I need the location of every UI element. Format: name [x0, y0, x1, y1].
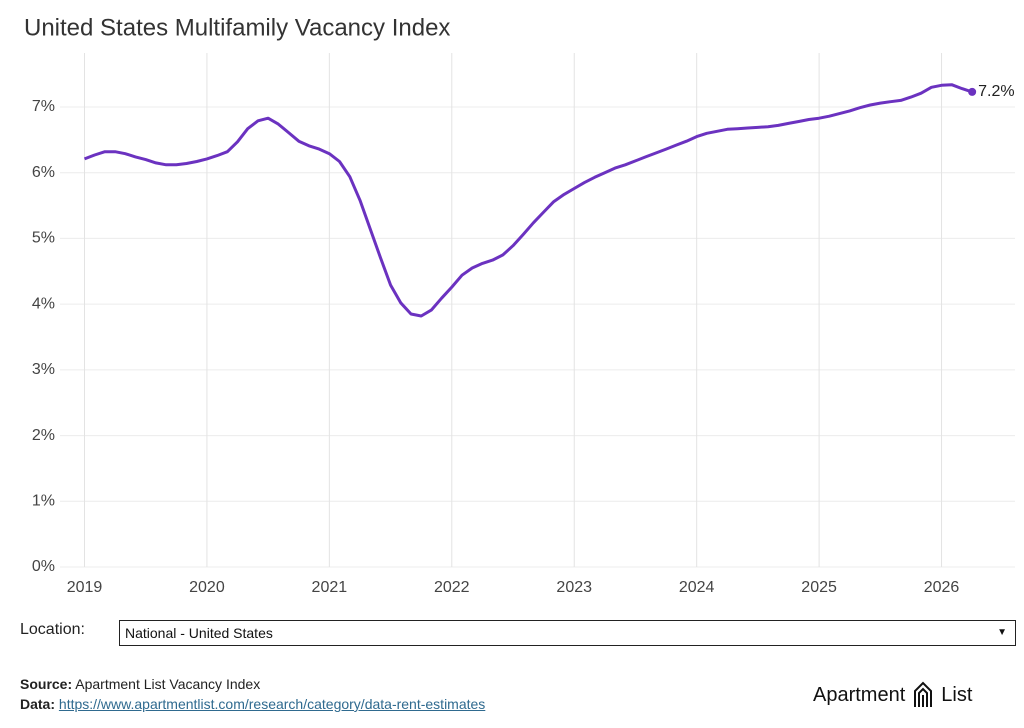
logo-right: List: [941, 683, 973, 706]
logo-icon: [914, 681, 933, 707]
chart: United States Multifamily Vacancy Index …: [24, 14, 1015, 596]
y-tick-label: 1%: [32, 493, 55, 510]
y-tick-label: 6%: [32, 164, 55, 181]
y-tick-label: 0%: [32, 558, 55, 575]
source-label: Source:: [20, 676, 73, 692]
x-tick-label: 2023: [556, 579, 592, 596]
location-label: Location:: [20, 621, 85, 638]
x-tick-label: 2022: [434, 579, 470, 596]
x-tick-label: 2019: [67, 579, 103, 596]
y-tick-label: 3%: [32, 361, 55, 378]
chart-title: United States Multifamily Vacancy Index: [24, 14, 450, 41]
x-tick-label: 2021: [312, 579, 348, 596]
value-label: 7.2%: [978, 83, 1014, 100]
y-tick-label: 5%: [32, 230, 55, 247]
y-tick-label: 7%: [32, 98, 55, 115]
y-tick-label: 4%: [32, 295, 55, 312]
x-tick-label: 2026: [924, 579, 960, 596]
dropdown-arrow[interactable]: ▼: [997, 627, 1007, 638]
source-line: Source: Apartment List Vacancy Index: [20, 676, 260, 692]
x-tick-label: 2025: [801, 579, 837, 596]
x-tick-label: 2024: [679, 579, 715, 596]
end-point: [968, 87, 977, 96]
y-tick-label: 2%: [32, 427, 55, 444]
logo: Apartment List: [813, 681, 972, 709]
line: [83, 83, 973, 318]
source-text: Apartment List Vacancy Index: [75, 676, 261, 692]
location-value[interactable]: National - United States: [125, 625, 273, 641]
location-select[interactable]: National - United States ▼: [119, 620, 1016, 646]
data-line: Data: https://www.apartmentlist.com/rese…: [20, 696, 485, 712]
data-label: Data:: [20, 696, 56, 712]
data-link[interactable]: https://www.apartmentlist.com/research/c…: [58, 696, 486, 712]
logo-left: Apartment: [813, 683, 906, 706]
x-tick-label: 2020: [189, 579, 225, 596]
